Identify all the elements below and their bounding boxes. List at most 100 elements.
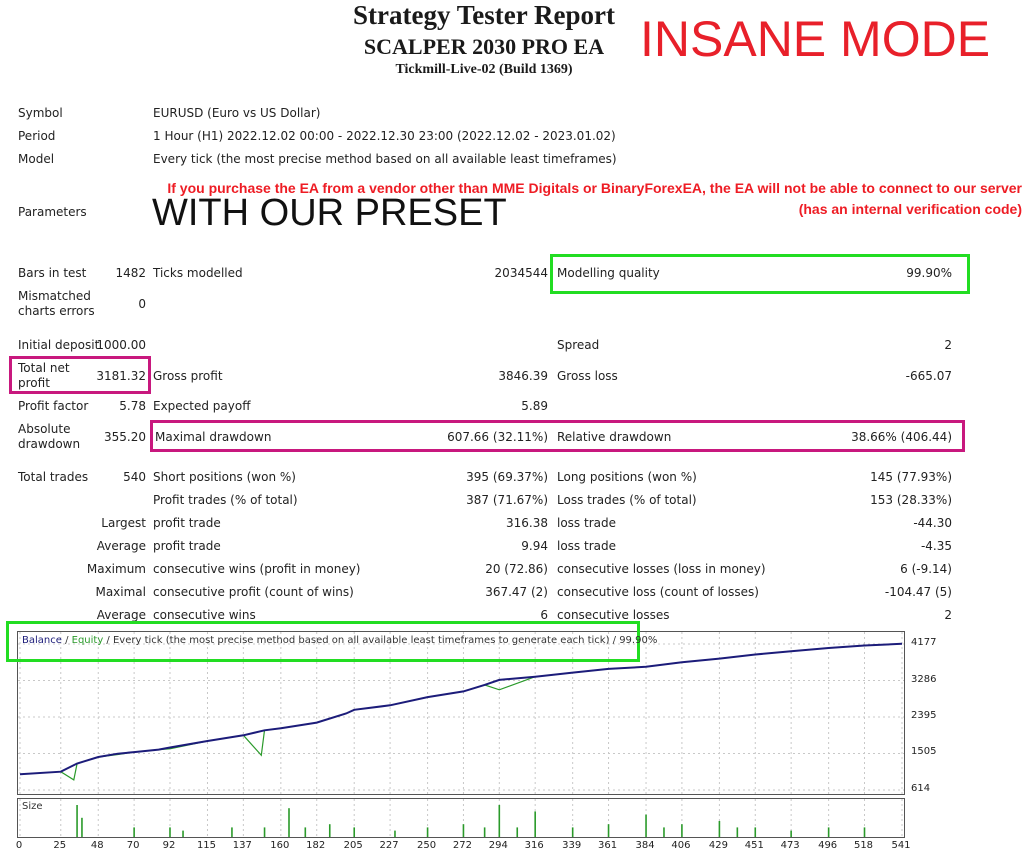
drawdown-highlight: [150, 420, 965, 452]
maximum-label: Maximum: [86, 562, 146, 576]
mismatch-label-2: charts errors: [18, 304, 95, 318]
size-label: Size: [22, 801, 43, 812]
y-tick-label: 4177: [911, 637, 937, 648]
size-bar: [353, 827, 356, 837]
size-bar: [288, 808, 290, 837]
symbol-value: EURUSD (Euro vs US Dollar): [153, 106, 321, 120]
net-label-1: Total net: [18, 361, 70, 375]
model-label: Model: [18, 152, 55, 166]
long-value: 145 (77.93%): [870, 470, 952, 484]
size-bar: [263, 827, 266, 837]
gross-loss-value: -665.07: [905, 369, 952, 383]
size-bar: [76, 805, 78, 837]
size-bar: [462, 824, 465, 837]
period-value: 1 Hour (H1) 2022.12.02 00:00 - 2022.12.3…: [153, 129, 616, 143]
x-tick-label: 406: [671, 840, 691, 851]
x-tick-label: 451: [744, 840, 764, 851]
x-tick-label: 294: [488, 840, 508, 851]
size-bar: [304, 827, 307, 837]
y-tick-label: 2395: [911, 710, 937, 722]
size-bar: [328, 824, 331, 837]
vendor-warning-line1: If you purchase the EA from a vendor oth…: [167, 180, 1022, 196]
max-cl-value: 6 (-9.14): [900, 562, 952, 576]
largest-label: Largest: [101, 516, 146, 530]
x-tick-label: 339: [562, 840, 582, 851]
ticks-label: Ticks modelled: [153, 266, 243, 280]
average-profit-label: profit trade: [153, 539, 221, 553]
size-bar: [607, 824, 610, 837]
legend-balance: Balance: [22, 635, 62, 646]
parameters-value: WITH OUR PRESET: [152, 192, 507, 234]
x-tick-label: 115: [196, 840, 217, 851]
y-tick-label: 614: [911, 783, 931, 794]
size-bar: [231, 827, 233, 837]
x-tick-label: 361: [597, 840, 618, 851]
x-tick-label: 70: [126, 840, 140, 851]
max-cw-value: 20 (72.86): [485, 562, 548, 576]
bars-label: Bars in test: [18, 266, 87, 280]
x-tick-label: 205: [343, 840, 363, 851]
legend-equity: Equity: [71, 635, 104, 646]
loss-trades-label: Loss trades (% of total): [557, 493, 697, 507]
size-bar: [182, 830, 184, 837]
symbol-label: Symbol: [18, 106, 63, 120]
size-bar: [498, 805, 501, 837]
size-bar: [534, 811, 536, 837]
mismatch-label-1: Mismatched: [18, 289, 91, 303]
long-label: Long positions (won %): [557, 470, 697, 484]
size-bar: [483, 827, 486, 837]
maximal-cl-value: -104.47 (5): [884, 585, 952, 599]
profit-trades-value: 387 (71.67%): [466, 493, 548, 507]
average-loss-value: -4.35: [920, 539, 952, 553]
max-cl-label: consecutive losses (loss in money): [557, 562, 766, 576]
average-label: Average: [96, 539, 146, 553]
short-label: Short positions (won %): [153, 470, 296, 484]
payoff-value: 5.89: [521, 399, 548, 413]
size-bar: [571, 827, 574, 837]
quality-value: 99.90%: [906, 266, 952, 280]
payoff-label: Expected payoff: [153, 399, 251, 413]
equity-line: [19, 643, 903, 781]
size-bar: [426, 827, 429, 837]
deposit-label: Initial deposit: [18, 338, 100, 352]
x-tick-label: 384: [635, 840, 655, 851]
modelling-quality-highlight: [550, 254, 970, 294]
x-tick-label: 25: [53, 840, 67, 851]
trades-value: 540: [123, 470, 146, 484]
maxdd-label: Maximal drawdown: [155, 430, 272, 444]
legend-rest: / Every tick (the most precise method ba…: [103, 635, 658, 646]
maximal-cp-value: 367.47 (2): [485, 585, 548, 599]
parameters-label: Parameters: [18, 205, 87, 219]
maximal-label: Maximal: [95, 585, 146, 599]
net-value: 3181.32: [96, 369, 146, 383]
size-bar: [516, 827, 519, 837]
x-tick-label: 316: [524, 840, 544, 851]
size-bar: [790, 830, 792, 837]
vendor-warning-line2: (has an internal verification code): [798, 201, 1022, 217]
size-bar: [681, 824, 683, 837]
maximal-cp-label: consecutive profit (count of wins): [153, 585, 354, 599]
x-tick-label: 0: [15, 840, 23, 851]
gross-profit-value: 3846.39: [498, 369, 548, 383]
pf-value: 5.78: [119, 399, 146, 413]
max-cw-label: consecutive wins (profit in money): [153, 562, 361, 576]
x-tick-label: 227: [379, 840, 399, 851]
size-bar: [663, 827, 665, 837]
x-tick-label: 160: [270, 840, 290, 851]
short-value: 395 (69.37%): [466, 470, 548, 484]
y-tick-label: 3286: [911, 673, 937, 685]
avg-cl-value: 2: [944, 608, 952, 622]
x-tick-label: 250: [417, 840, 437, 851]
absdd-label-1: Absolute: [18, 422, 71, 436]
size-bar: [718, 821, 721, 837]
period-label: Period: [18, 129, 56, 143]
avg-cw-value: 6: [540, 608, 548, 622]
size-bar: [133, 827, 135, 837]
x-tick-label: 137: [232, 840, 252, 851]
profit-trades-label: Profit trades (% of total): [153, 493, 298, 507]
gross-loss-label: Gross loss: [557, 369, 618, 383]
bars-value: 1482: [115, 266, 146, 280]
report-title: Strategy Tester Report: [353, 0, 615, 30]
y-tick-label: 1505: [911, 746, 937, 758]
reldd-label: Relative drawdown: [557, 430, 672, 444]
